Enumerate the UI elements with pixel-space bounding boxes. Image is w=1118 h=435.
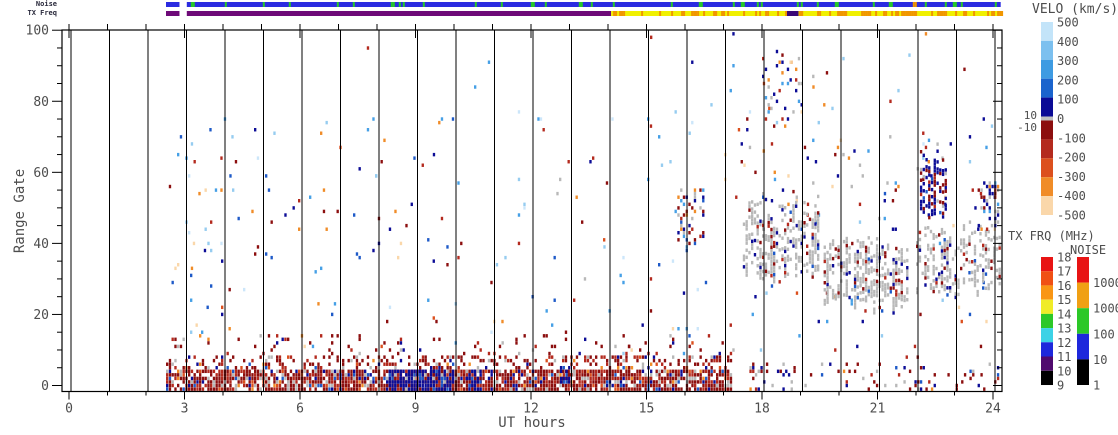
x-tick-label: 6: [296, 402, 304, 417]
velocity-cb-tick: -300: [1057, 170, 1086, 184]
tx-freq-strip-label: TX Freq: [27, 9, 57, 17]
y-tick-label: 100: [26, 24, 49, 39]
txfrq-cb-tick: 16: [1057, 279, 1071, 293]
y-tick-label: 60: [33, 166, 49, 181]
axes-frame: 0 3 6 9 12 15 18 21 24 0 20 40 60 80 100: [26, 24, 1003, 417]
x-tick-label: 3: [181, 402, 189, 417]
x-tick-label: 24: [985, 402, 1001, 417]
noise-strip-label: Noise: [35, 0, 57, 8]
velocity-cb-tick: -200: [1057, 151, 1086, 165]
velocity-colorbar-title: VELO (km/s): [1032, 2, 1118, 17]
noise-cb-tick: 100: [1093, 327, 1115, 341]
x-tick-label: 21: [870, 402, 886, 417]
velocity-cb-tick: 500: [1057, 16, 1079, 30]
velocity-cb-tick: 0: [1057, 112, 1064, 126]
x-tick-label: 12: [523, 402, 539, 417]
noise-cb-tick: 1: [1093, 379, 1100, 393]
hour-gridlines: [70, 30, 996, 392]
velocity-cb-tick: 300: [1057, 54, 1079, 68]
txfrq-cb-tick: 13: [1057, 322, 1071, 336]
velocity-cb-band-tick: 10: [1024, 109, 1037, 122]
txfrq-cb-tick: 9: [1057, 378, 1064, 392]
noise-cb-tick: 10000: [1093, 276, 1118, 290]
x-tick-label: 9: [412, 402, 420, 417]
txfrq-cb-tick: 11: [1057, 350, 1071, 364]
y-tick-label: 20: [33, 308, 49, 323]
x-axis-title: UT hours: [498, 415, 566, 431]
txfrq-cb-tick: 10: [1057, 364, 1071, 378]
velocity-cb-tick: 100: [1057, 93, 1079, 107]
noise-cb-tick: 10: [1093, 353, 1107, 367]
colorbars: 5004003002001000-100-200-300-400-50010-1…: [1017, 16, 1118, 393]
x-tick-label: 15: [639, 402, 655, 417]
noise-colorbar-title: NOISE: [1070, 243, 1107, 257]
x-tick-label: 0: [65, 402, 73, 417]
status-strips: [166, 2, 1004, 16]
txfrq-cb-tick: 17: [1057, 265, 1071, 279]
y-tick-label: 40: [33, 237, 49, 252]
y-tick-label: 80: [33, 95, 49, 110]
x-tick-label: 18: [754, 402, 770, 417]
velocity-cb-band-tick: -10: [1017, 121, 1037, 134]
velocity-cb-tick: -400: [1057, 189, 1086, 203]
txfrq-cb-tick: 15: [1057, 293, 1071, 307]
y-tick-label: 0: [41, 379, 49, 394]
tx-frequency-colorbar-title: TX FRQ (MHz): [1008, 229, 1095, 243]
velocity-cb-tick: -100: [1057, 131, 1086, 145]
echo-cells: [166, 32, 1001, 391]
txfrq-cb-tick: 14: [1057, 307, 1071, 321]
velocity-cb-tick: 200: [1057, 73, 1079, 87]
txfrq-cb-tick: 18: [1057, 251, 1071, 265]
velocity-cb-tick: 400: [1057, 35, 1079, 49]
velocity-cb-tick: -500: [1057, 209, 1086, 223]
txfrq-cb-tick: 12: [1057, 336, 1071, 350]
